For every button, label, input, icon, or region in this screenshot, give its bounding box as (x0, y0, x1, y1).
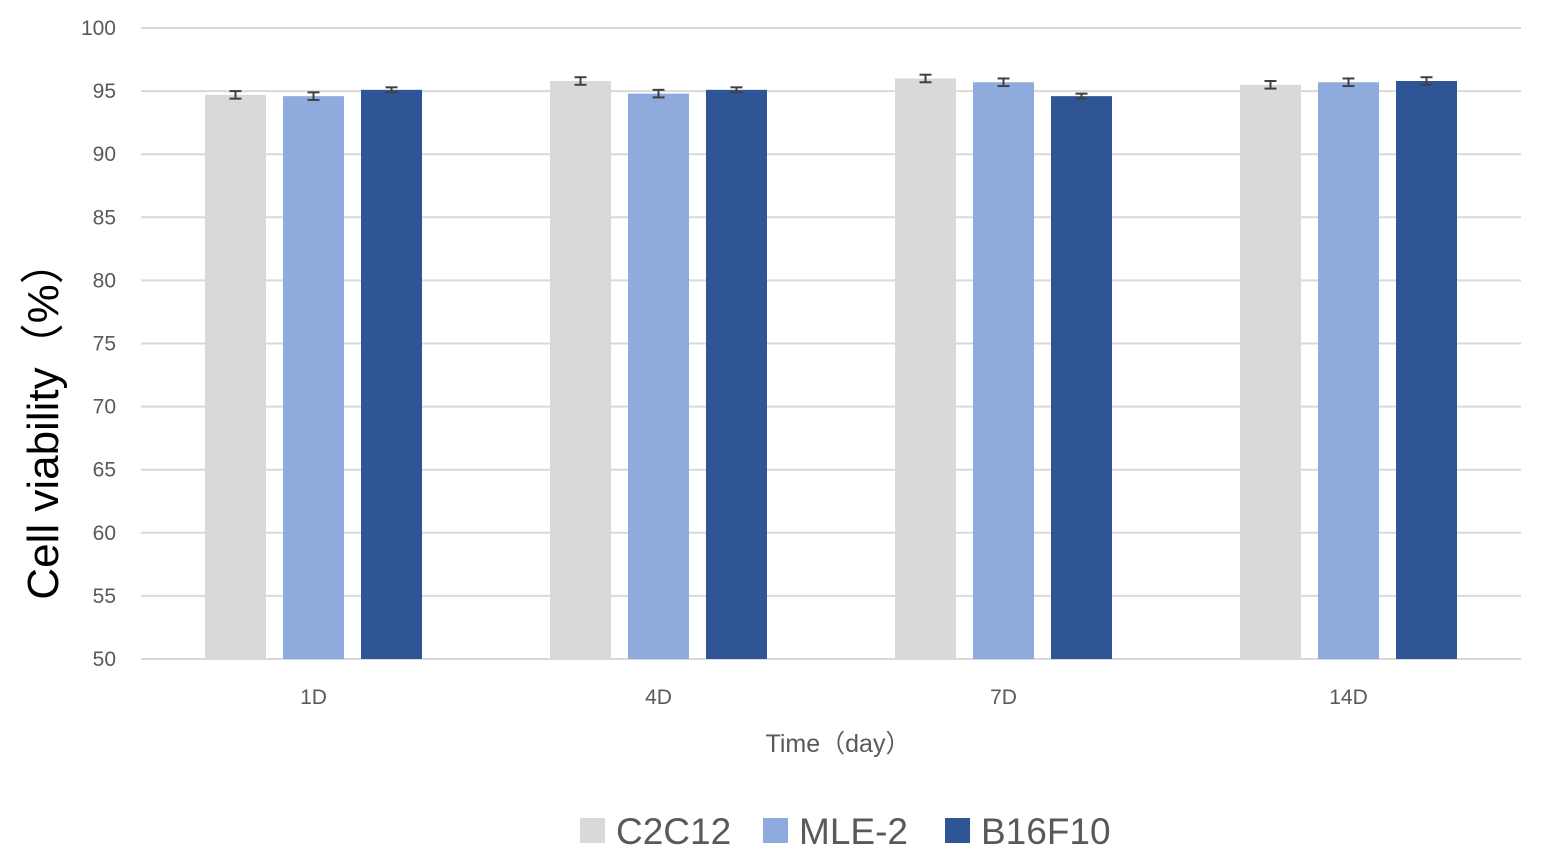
error-bar (307, 91, 320, 101)
bar-mle-2-14d (1318, 82, 1379, 660)
error-bar (919, 73, 932, 84)
error-bar (1342, 77, 1355, 88)
x-tick-label: 1D (300, 686, 327, 709)
legend-label: C2C12 (616, 811, 731, 852)
legend-swatch (763, 818, 788, 843)
error-bar (652, 88, 665, 99)
gridlines (141, 27, 1521, 660)
x-tick-label: 4D (645, 686, 672, 709)
error-bars (229, 73, 1433, 101)
y-tick-label: 70 (93, 396, 116, 419)
error-bar (997, 77, 1010, 88)
y-tick-label: 65 (93, 459, 116, 482)
error-bar (1075, 92, 1088, 100)
y-axis-label: Cell viability（%） (19, 240, 68, 599)
bar-c2c12-14d (1240, 84, 1301, 660)
x-axis-label: Time（day） (766, 730, 911, 758)
error-bar (574, 76, 587, 86)
y-tick-label: 80 (93, 269, 116, 292)
bar-b16f10-4d (706, 89, 767, 659)
error-bar (229, 90, 242, 100)
y-tick-label: 90 (93, 143, 116, 166)
bar-mle-2-4d (628, 93, 689, 659)
y-tick-label: 95 (93, 80, 116, 103)
bar-mle-2-7d (973, 82, 1034, 660)
error-bar (730, 86, 743, 94)
y-axis-ticks: 50 55 60 65 70 75 80 85 90 95 100 (81, 17, 116, 671)
legend: C2C12 MLE-2 B16F10 (580, 811, 1111, 852)
legend-label: B16F10 (981, 811, 1111, 852)
y-tick-label: 55 (93, 585, 116, 608)
legend-label: MLE-2 (799, 811, 908, 852)
y-tick-label: 100 (81, 17, 116, 40)
x-tick-label: 7D (990, 686, 1017, 709)
error-bar (385, 86, 398, 94)
bar-c2c12-4d (550, 81, 611, 659)
x-axis-categories: 1D 4D 7D 14D (300, 686, 1368, 709)
bar-b16f10-14d (1396, 81, 1457, 659)
legend-item-b16f10: B16F10 (945, 811, 1111, 852)
bar-c2c12-1d (205, 94, 266, 660)
bar-c2c12-7d (895, 78, 956, 660)
legend-swatch (945, 818, 970, 843)
bar-b16f10-7d (1051, 96, 1112, 659)
y-tick-label: 75 (93, 333, 116, 356)
error-bar (1264, 80, 1277, 90)
bar-b16f10-1d (361, 89, 422, 659)
legend-item-c2c12: C2C12 (580, 811, 731, 852)
y-tick-label: 50 (93, 648, 116, 671)
x-tick-label: 14D (1329, 686, 1368, 709)
y-tick-label: 60 (93, 522, 116, 545)
bar-mle-2-1d (283, 96, 344, 659)
error-bar (1420, 76, 1433, 86)
legend-item-mle-2: MLE-2 (763, 811, 908, 852)
legend-swatch (580, 818, 605, 843)
bars (205, 78, 1457, 660)
y-tick-label: 85 (93, 206, 116, 229)
